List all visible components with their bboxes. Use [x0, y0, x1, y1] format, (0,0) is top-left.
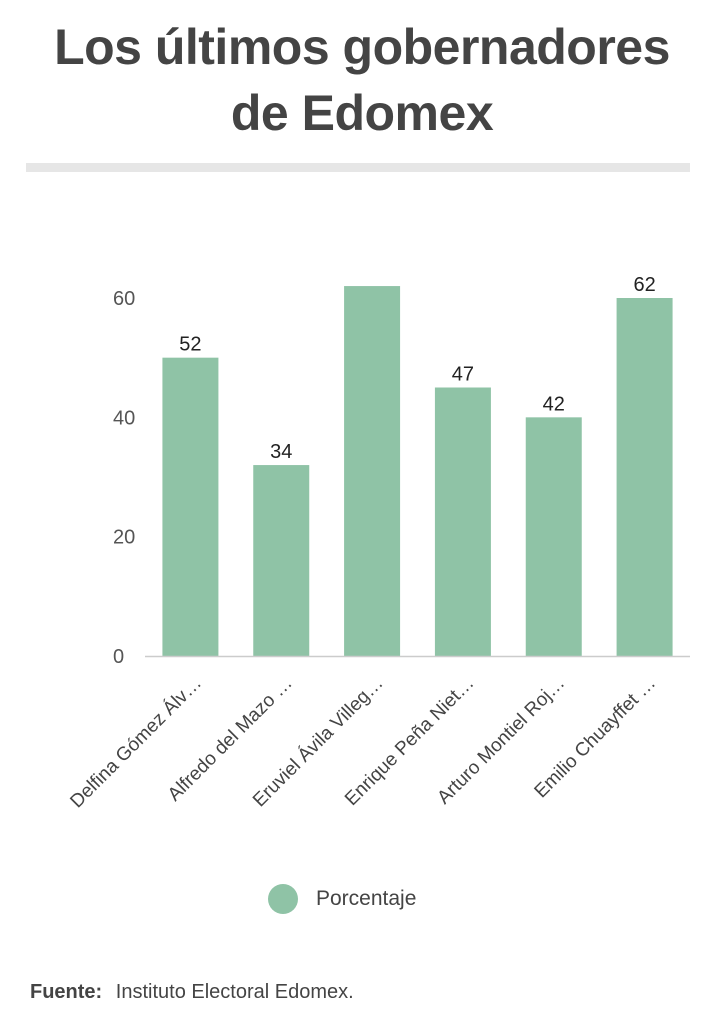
- title-divider: [26, 163, 690, 172]
- data-label: 34: [270, 441, 292, 463]
- legend-swatch: [268, 884, 298, 914]
- chart-title-line-1: Los últimos gobernadores: [54, 19, 670, 75]
- data-label: 52: [179, 334, 201, 356]
- source-value: Instituto Electoral Edomex.: [115, 981, 354, 1003]
- y-tick-label: 20: [113, 527, 135, 549]
- y-tick-label: 60: [113, 288, 135, 310]
- data-label: 42: [543, 393, 565, 415]
- bar: [253, 465, 310, 656]
- chart-title-line-2: de Edomex: [230, 85, 494, 141]
- chart-title: Los últimos gobernadores de Edomex: [0, 14, 724, 146]
- data-label: 47: [452, 364, 474, 386]
- legend[interactable]: Porcentaje: [268, 884, 416, 914]
- source-key: Fuente:: [30, 981, 103, 1003]
- bar: [525, 417, 582, 656]
- bar: [344, 286, 401, 656]
- legend-label: Porcentaje: [316, 887, 417, 910]
- y-tick-label: 0: [113, 646, 124, 668]
- data-label: 62: [633, 274, 655, 296]
- source-note: Fuente: Instituto Electoral Edomex.: [30, 981, 354, 1004]
- bar: [616, 298, 673, 656]
- y-tick-label: 40: [113, 407, 135, 429]
- bar: [434, 387, 491, 656]
- bar: [162, 357, 219, 656]
